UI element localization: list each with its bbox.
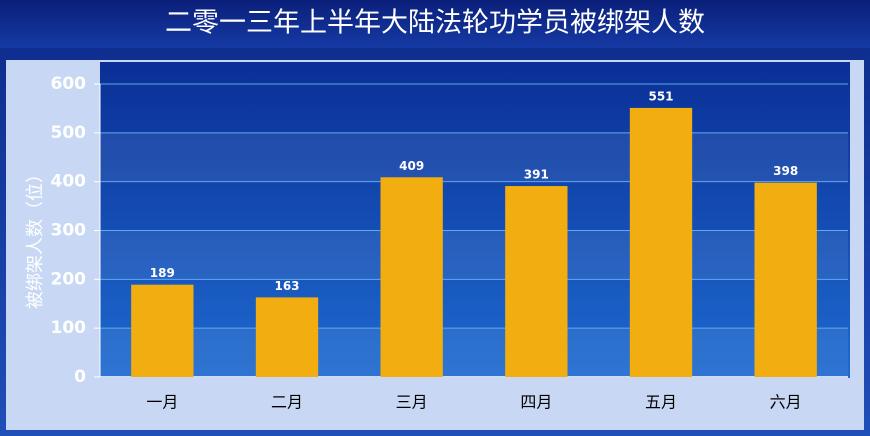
value-label: 391	[524, 168, 549, 182]
value-label: 189	[150, 266, 175, 280]
chart-title: 二零一三年上半年大陆法轮功学员被绑架人数	[165, 8, 705, 39]
y-tick-label: 100	[51, 318, 87, 338]
x-tick-label: 五月	[645, 393, 677, 412]
stripe	[100, 230, 848, 280]
y-axis-label: 被绑架人数（位）	[25, 165, 46, 309]
plot-area	[100, 62, 850, 378]
bar	[255, 297, 319, 377]
value-label: 551	[648, 89, 673, 103]
value-label: 409	[399, 159, 424, 173]
y-tick-label: 400	[51, 172, 87, 192]
bar	[629, 107, 693, 377]
y-tick-label: 600	[51, 74, 87, 94]
value-label: 163	[274, 279, 299, 293]
y-tick-label: 0	[74, 367, 86, 387]
x-tick-label: 二月	[271, 393, 303, 412]
x-tick-label: 六月	[770, 393, 802, 412]
title-bar	[0, 0, 870, 48]
value-label: 398	[773, 164, 798, 178]
x-tick-label: 一月	[146, 393, 178, 412]
y-tick-label: 300	[51, 221, 87, 241]
stripe	[100, 328, 848, 377]
bar	[754, 182, 817, 377]
x-tick-label: 三月	[396, 393, 428, 412]
bar	[131, 284, 194, 377]
bar	[505, 186, 568, 377]
stripe	[100, 132, 848, 182]
x-tick-label: 四月	[520, 393, 552, 412]
y-tick-label: 500	[51, 123, 87, 143]
y-tick-label: 200	[51, 269, 87, 289]
bar	[380, 177, 443, 377]
